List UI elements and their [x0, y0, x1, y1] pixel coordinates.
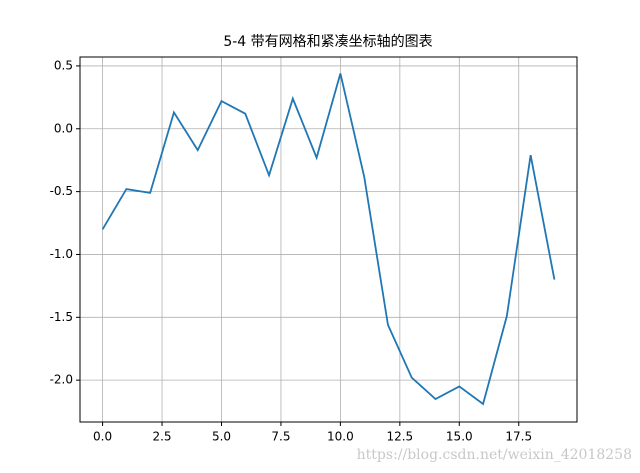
chart-title: 5-4 带有网格和紧凑坐标轴的图表 — [223, 33, 432, 50]
y-tick-label: -1.5 — [50, 310, 73, 324]
y-tick-label: -0.5 — [50, 184, 73, 198]
y-tick-label: -2.0 — [50, 373, 73, 387]
watermark: https://blog.csdn.net/weixin_42018258 — [357, 447, 632, 463]
x-tick-label: 12.5 — [386, 430, 413, 444]
x-tick-label: 15.0 — [446, 430, 473, 444]
line-series — [101, 73, 556, 406]
y-tick-label: -1.0 — [50, 247, 73, 261]
x-tick-label: 7.5 — [271, 430, 290, 444]
x-tick-label: 0.0 — [93, 430, 112, 444]
x-tick-label: 17.5 — [505, 430, 532, 444]
x-tick-label: 10.0 — [327, 430, 354, 444]
plot-frame — [79, 56, 578, 423]
y-tick-label: 0.5 — [54, 58, 73, 72]
x-tick-label: 2.5 — [152, 430, 171, 444]
x-tick-label: 5.0 — [212, 430, 231, 444]
y-tick-label: 0.0 — [54, 121, 73, 135]
